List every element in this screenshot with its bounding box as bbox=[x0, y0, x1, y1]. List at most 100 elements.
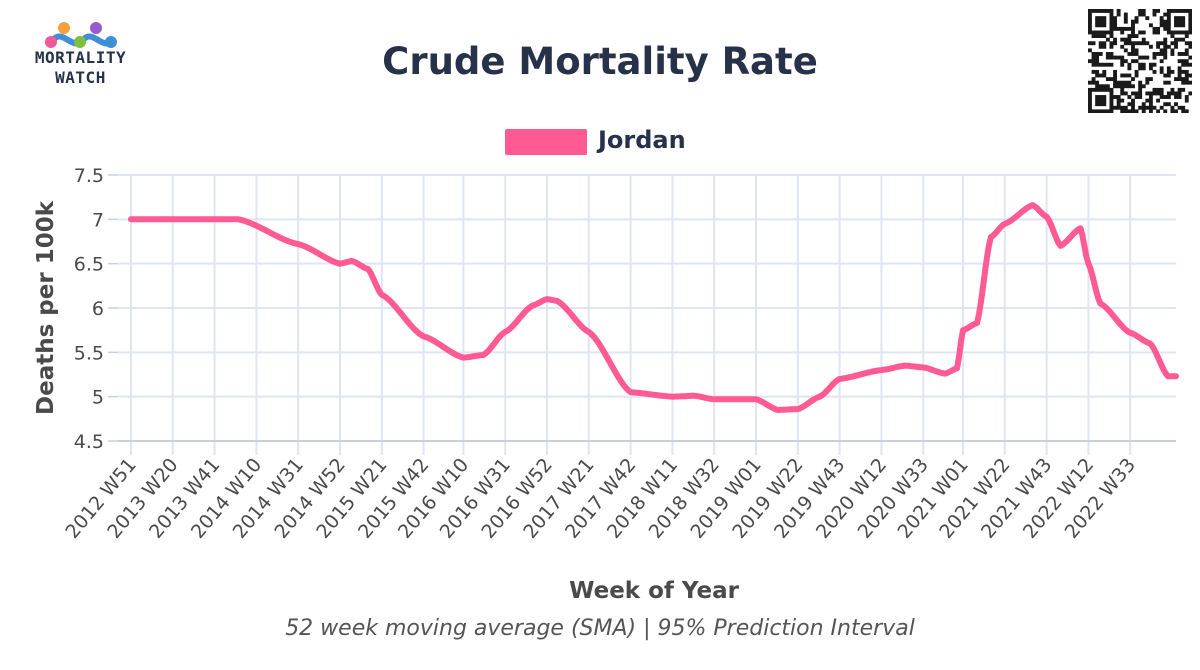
data-point bbox=[534, 301, 540, 307]
data-point bbox=[797, 405, 803, 411]
data-point bbox=[904, 363, 910, 369]
data-point bbox=[618, 378, 624, 384]
data-point bbox=[924, 365, 930, 371]
data-point bbox=[1159, 364, 1165, 370]
data-point bbox=[669, 394, 676, 400]
data-point bbox=[1127, 330, 1133, 336]
data-point bbox=[1012, 215, 1018, 221]
data-point bbox=[586, 329, 592, 335]
data-point bbox=[303, 244, 309, 250]
data-point bbox=[1107, 309, 1113, 315]
data-point bbox=[876, 367, 883, 373]
data-point bbox=[458, 354, 464, 360]
data-point bbox=[837, 376, 843, 382]
data-point bbox=[1048, 221, 1054, 227]
data-point bbox=[940, 370, 946, 376]
data-point bbox=[196, 216, 202, 222]
data-point bbox=[1139, 336, 1145, 343]
data-point bbox=[944, 370, 950, 376]
data-point bbox=[729, 396, 735, 402]
data-point bbox=[279, 236, 285, 242]
data-point bbox=[132, 216, 138, 222]
data-point bbox=[805, 401, 811, 407]
data-point bbox=[789, 406, 795, 412]
data-point bbox=[275, 234, 281, 240]
data-point bbox=[1091, 281, 1097, 287]
y-tick-label: 6 bbox=[92, 298, 104, 320]
data-point bbox=[407, 321, 413, 327]
data-point bbox=[980, 285, 986, 291]
y-tick-label: 7.5 bbox=[74, 165, 104, 187]
data-point bbox=[725, 396, 731, 402]
data-point bbox=[1083, 253, 1089, 260]
data-point bbox=[912, 364, 918, 370]
data-point bbox=[251, 222, 257, 228]
data-point bbox=[809, 398, 815, 404]
legend: Jordan bbox=[0, 124, 1200, 158]
data-point bbox=[243, 219, 249, 225]
data-point bbox=[1171, 373, 1177, 379]
data-point bbox=[239, 217, 246, 223]
data-point bbox=[773, 406, 779, 412]
legend-swatch-jordan[interactable] bbox=[505, 129, 587, 155]
data-point bbox=[749, 396, 755, 402]
data-point bbox=[212, 216, 218, 222]
data-point bbox=[1163, 371, 1169, 377]
data-point bbox=[825, 387, 831, 393]
data-point bbox=[916, 364, 922, 370]
data-point bbox=[765, 402, 771, 408]
data-point bbox=[852, 373, 859, 379]
data-point bbox=[498, 332, 504, 338]
data-point bbox=[833, 379, 839, 385]
data-point bbox=[713, 396, 719, 402]
data-point bbox=[821, 391, 827, 397]
data-point bbox=[1067, 234, 1074, 240]
data-point bbox=[168, 216, 174, 222]
data-point bbox=[506, 326, 512, 332]
data-point bbox=[661, 393, 668, 399]
data-point bbox=[419, 332, 425, 338]
data-point bbox=[570, 313, 576, 319]
data-point bbox=[450, 350, 457, 356]
data-point bbox=[868, 369, 875, 375]
data-point bbox=[164, 216, 170, 222]
data-point bbox=[311, 248, 317, 254]
data-point bbox=[160, 216, 166, 222]
data-point bbox=[331, 259, 337, 265]
data-point bbox=[172, 216, 178, 222]
data-point bbox=[900, 363, 906, 369]
data-point bbox=[359, 263, 365, 269]
data-point bbox=[395, 306, 401, 312]
data-point bbox=[856, 372, 863, 378]
data-point bbox=[626, 388, 632, 394]
data-point bbox=[327, 257, 333, 263]
data-point bbox=[283, 237, 289, 243]
data-point bbox=[442, 345, 449, 351]
data-point bbox=[908, 363, 914, 369]
data-point bbox=[204, 216, 210, 222]
y-axis-label: Deaths per 100k bbox=[33, 200, 59, 415]
data-point bbox=[693, 393, 699, 399]
data-point bbox=[454, 352, 460, 358]
data-point bbox=[319, 253, 325, 259]
data-point bbox=[486, 347, 492, 353]
legend-label-jordan[interactable]: Jordan bbox=[598, 126, 686, 154]
data-point bbox=[482, 351, 488, 357]
data-point bbox=[387, 298, 393, 304]
data-point bbox=[892, 364, 898, 370]
y-tick-label: 5.5 bbox=[74, 342, 104, 364]
data-point bbox=[216, 216, 222, 222]
data-point bbox=[550, 297, 556, 303]
data-point bbox=[1155, 355, 1161, 361]
data-point bbox=[188, 216, 194, 222]
data-point bbox=[1151, 346, 1157, 352]
data-point bbox=[522, 309, 528, 315]
data-point bbox=[558, 300, 564, 307]
data-point bbox=[176, 216, 182, 222]
data-point bbox=[602, 350, 608, 356]
data-point bbox=[1135, 334, 1141, 340]
y-tick-label: 6.5 bbox=[74, 254, 104, 276]
data-point bbox=[259, 226, 265, 232]
data-point bbox=[1024, 205, 1030, 211]
